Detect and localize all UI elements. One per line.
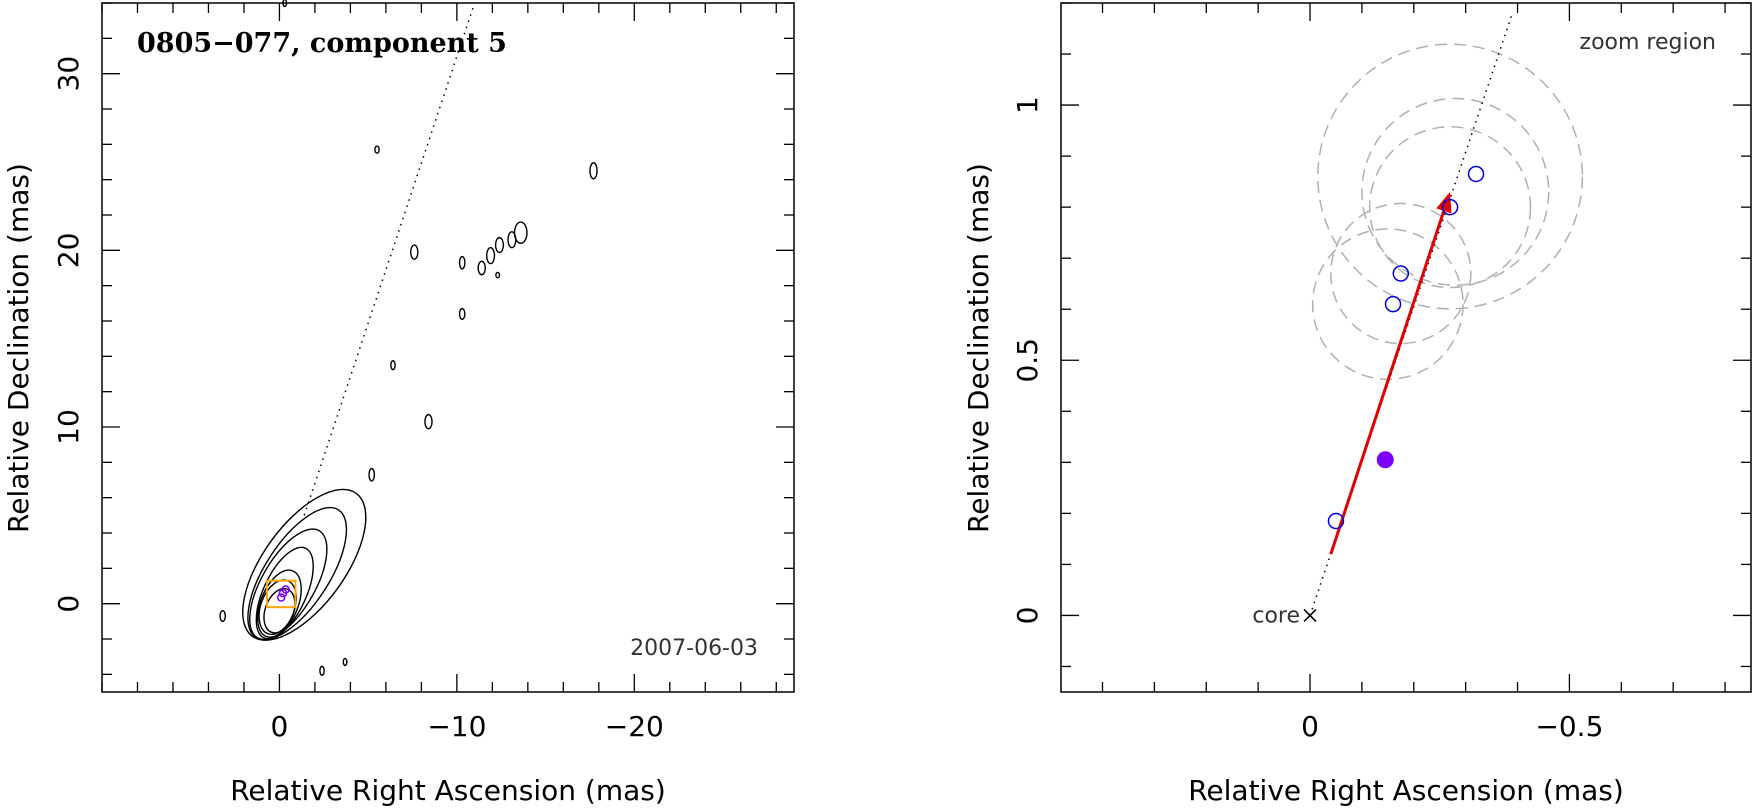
jet-contour (513, 221, 528, 244)
core-label: core (1252, 603, 1300, 628)
plot-frame-right (1060, 2, 1752, 693)
zoom-box (266, 579, 297, 609)
left-x-tick-label: −10 (427, 710, 486, 743)
right-y-tick-label: 1 (1011, 96, 1044, 114)
jet-contour (368, 467, 376, 482)
uncertainty-circle (1368, 125, 1532, 289)
motion-arrow (1329, 210, 1446, 555)
component-position (1467, 165, 1485, 183)
core-marker (1303, 608, 1317, 622)
core-contour (247, 506, 348, 641)
core-contour (256, 569, 302, 638)
jet-contour (458, 307, 466, 320)
jet-contour (485, 246, 496, 265)
component-position (1441, 198, 1459, 216)
jet-contour (410, 244, 419, 260)
component-position (1384, 295, 1402, 313)
right-x-tick-label: 0 (1301, 710, 1319, 743)
jet-contour (477, 260, 486, 276)
jet-contour (319, 665, 325, 676)
component-marker (281, 585, 290, 594)
uncertainty-circle (1317, 43, 1584, 310)
chart-title: 0805−077, component 5 (137, 28, 507, 59)
right-x-tick-label: −0.5 (1535, 710, 1603, 743)
component-position (1327, 512, 1345, 530)
zoom-region-label: zoom region (1580, 30, 1716, 55)
jet-contour (390, 360, 396, 371)
right-y-tick-label: 0.5 (1011, 338, 1044, 383)
plot-frame-left (101, 2, 795, 693)
jet-contour (342, 657, 348, 667)
left-x-tick-label: −20 (605, 710, 664, 743)
uncertainty-circle (1361, 97, 1550, 286)
plot-clipped-layer (1309, 12, 1584, 616)
x-axis-label-left: Relative Right Ascension (mas) (230, 774, 666, 807)
jet-contour (494, 236, 505, 254)
tick-marks-left (101, 2, 794, 692)
core-contour (255, 546, 314, 640)
left-x-tick-label: 0 (271, 710, 289, 743)
jet-contour (219, 610, 227, 623)
x-axis-label-right: Relative Right Ascension (mas) (1188, 774, 1624, 807)
core-contour (242, 488, 367, 641)
jet-contour (282, 0, 288, 8)
jet-contour (589, 162, 598, 180)
uncertainty-circle (1330, 202, 1472, 345)
tick-labels-right: 0 −0.5 0 0.5 1 (1011, 96, 1603, 743)
left-y-tick-label: 0 (52, 595, 85, 613)
component-position (1392, 265, 1410, 282)
left-y-tick-label: 20 (52, 233, 85, 269)
plot-area-right: core (1252, 12, 1584, 628)
left-y-tick-label: 10 (52, 409, 85, 445)
tick-marks-right (1061, 2, 1751, 692)
uncertainty-circle (1311, 228, 1464, 381)
jet-contour (424, 413, 433, 430)
plot-area-left (219, 0, 598, 676)
jet-contour (495, 271, 501, 279)
epoch-date: 2007-06-03 (630, 636, 758, 661)
jet-direction-line (303, 2, 476, 516)
jet-contour (374, 145, 380, 154)
left-y-tick-label: 30 (52, 56, 85, 92)
jet-contour (458, 255, 466, 270)
panel-left: 0 −10 −20 0 10 20 30 0805−077, component 5 200… (2, 0, 795, 807)
component-marker (276, 593, 286, 602)
y-axis-label-right: Relative Declination (mas) (962, 163, 995, 533)
panel-right: 0 −0.5 0 0.5 1 core zoom region Relative Rig… (962, 2, 1752, 807)
y-axis-label-left: Relative Declination (mas) (2, 163, 35, 533)
component-position-filled (1376, 451, 1394, 469)
tick-labels-left: 0 −10 −20 0 10 20 30 (52, 56, 664, 743)
right-y-tick-label: 0 (1011, 607, 1044, 625)
